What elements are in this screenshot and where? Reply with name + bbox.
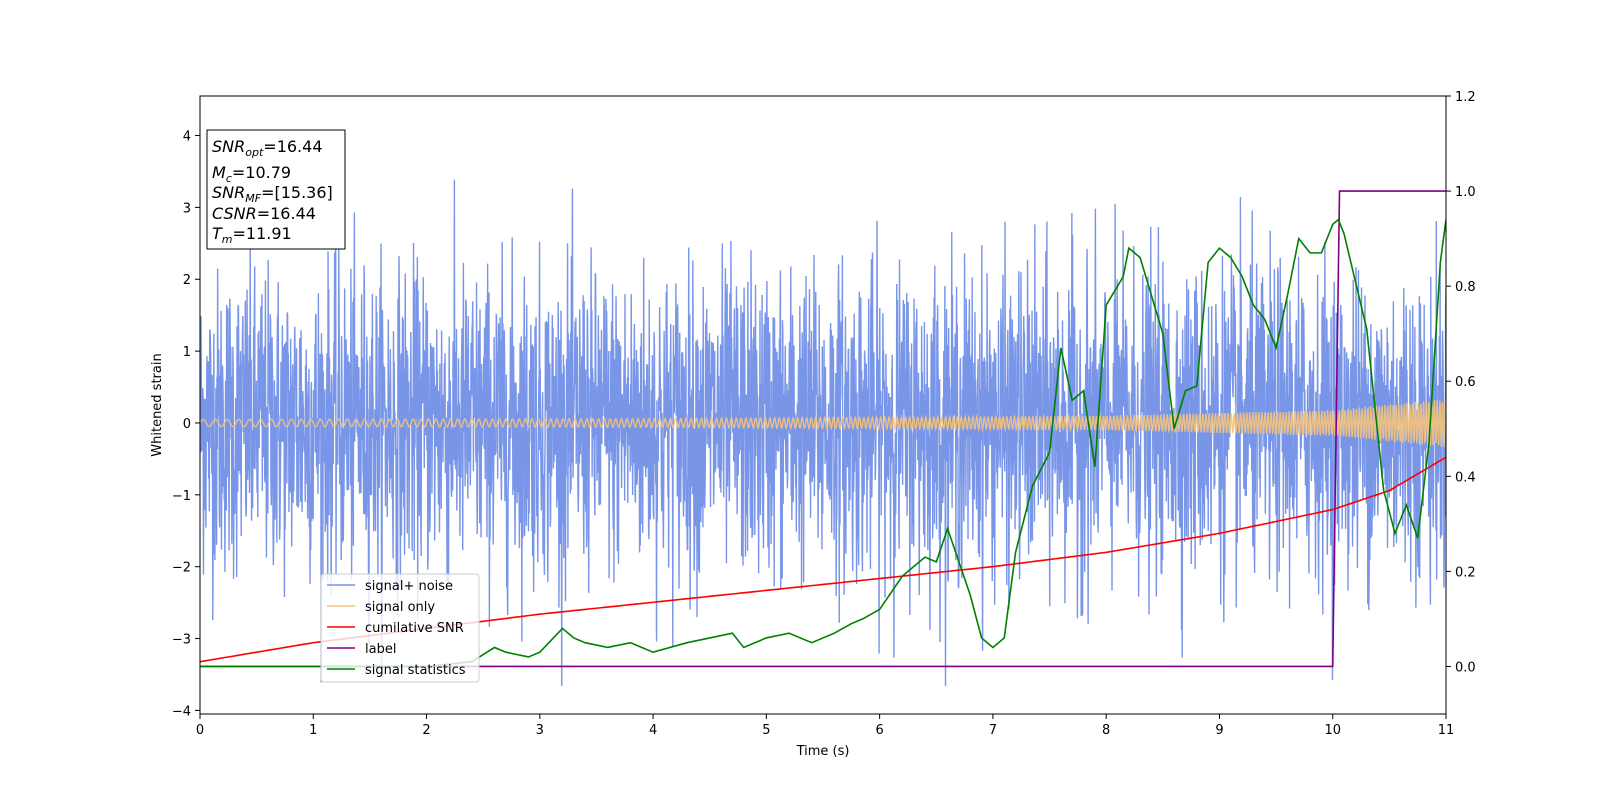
y-right-tick-label: 0.8 [1455, 280, 1476, 295]
y-left-tick-label: −4 [172, 704, 191, 719]
legend-label-signal-statistics: signal statistics [365, 663, 466, 678]
y-left-tick-label: 1 [183, 345, 191, 360]
legend-label-signal-noise: signal+ noise [365, 579, 453, 594]
info-box-frame [206, 129, 346, 250]
x-tick-label: 6 [875, 723, 883, 738]
mc-base: M [212, 163, 226, 182]
x-tick-label: 0 [196, 723, 204, 738]
series-signal-statistics [200, 218, 1446, 668]
series-label [200, 190, 1446, 668]
tm-base: T [212, 224, 223, 243]
csnr-text: CSNR=16.44 [212, 204, 316, 223]
tm-text: Tm=11.91 [212, 224, 292, 246]
y-right-tick-label: 0.0 [1455, 660, 1476, 675]
tm-sub: m [222, 233, 233, 246]
x-tick-label: 11 [1438, 723, 1455, 738]
x-tick-label: 2 [422, 723, 430, 738]
x-tick-label: 10 [1324, 723, 1341, 738]
snr-mf-text: SNRMF=[15.36] [212, 183, 333, 205]
y-right-tick-label: 1.0 [1455, 185, 1476, 200]
y-left-tick-label: 2 [183, 273, 191, 288]
legend-label-signal-only: signal only [365, 600, 435, 615]
x-tick-label: 1 [309, 723, 317, 738]
snr-opt-sub: opt [245, 146, 264, 159]
mc-value: =10.79 [232, 163, 291, 182]
x-tick-label: 7 [989, 723, 997, 738]
tm-value: =11.91 [233, 224, 292, 243]
y-left-tick-label: −3 [172, 633, 191, 648]
csnr-base: CSNR [212, 204, 257, 223]
y-axis-left: 4 3 2 1 0 −1 −2 −3 −4 [172, 130, 200, 719]
legend-label-label: label [365, 642, 396, 657]
x-axis-label: Time (s) [796, 744, 850, 759]
series-signal-noise [200, 179, 1446, 686]
series-signal-only [200, 399, 1446, 448]
snr-mf-sub: MF [245, 192, 261, 205]
y-right-tick-label: 0.4 [1455, 470, 1476, 485]
snr-opt-value: =16.44 [263, 137, 322, 156]
legend: signal+ noise signal only cumilative SNR… [320, 573, 480, 683]
info-box: SNRopt=16.44 Mc=10.79 SNRMF=[15.36] CSNR… [206, 129, 346, 250]
x-tick-label: 9 [1215, 723, 1223, 738]
y-right-tick-label: 0.6 [1455, 375, 1476, 390]
y-left-tick-label: −1 [172, 489, 191, 504]
snr-mf-value: =[15.36] [261, 183, 333, 202]
mc-sub: c [226, 172, 232, 185]
x-tick-label: 5 [762, 723, 770, 738]
snr-opt-base: SNR [212, 137, 245, 156]
y-left-tick-label: 3 [183, 201, 191, 216]
snr-mf-base: SNR [212, 183, 245, 202]
legend-label-cumulative-snr: cumilative SNR [365, 621, 464, 636]
y-right-tick-label: 0.2 [1455, 565, 1476, 580]
x-tick-label: 3 [536, 723, 544, 738]
y-left-tick-label: −2 [172, 561, 191, 576]
y-axis-label: Whitened strain [150, 353, 165, 456]
x-tick-label: 8 [1102, 723, 1110, 738]
plot-area-frame [199, 95, 1447, 715]
x-axis: 0 1 2 3 4 5 6 7 8 9 10 11 [196, 714, 1454, 738]
y-left-tick-label: 4 [183, 130, 191, 145]
snr-opt-text: SNRopt=16.44 [212, 137, 323, 159]
mc-text: Mc=10.79 [212, 163, 291, 185]
y-axis-right: 1.2 1.0 0.8 0.6 0.4 0.2 0.0 [1446, 90, 1476, 675]
csnr-value: =16.44 [257, 204, 316, 223]
legend-frame [320, 573, 480, 683]
y-right-tick-label: 1.2 [1455, 90, 1476, 105]
y-left-tick-label: 0 [183, 417, 191, 432]
x-tick-label: 4 [649, 723, 657, 738]
